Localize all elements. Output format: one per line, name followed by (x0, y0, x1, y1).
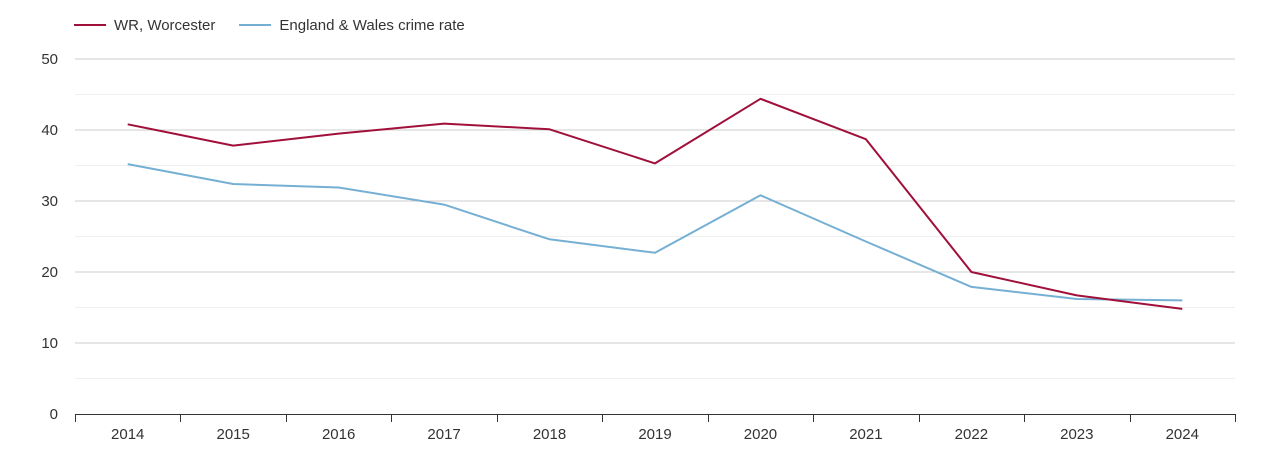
x-tick-label: 2023 (1060, 426, 1093, 443)
chart-legend: WR, Worcester England & Wales crime rate (74, 14, 465, 36)
series-lines (127, 97, 1183, 310)
x-tick-label: 2024 (1166, 426, 1199, 443)
y-tick-label: 40 (41, 122, 58, 139)
x-tick-label: 2016 (322, 426, 355, 443)
series-line-england-wales[interactable] (127, 163, 1183, 302)
y-tick-label: 30 (41, 193, 58, 210)
legend-swatch-england-wales (239, 24, 272, 26)
x-tick-label: 2015 (216, 426, 249, 443)
legend-swatch-worcester (74, 24, 106, 26)
x-tick-label: 2019 (638, 426, 671, 443)
legend-item-england-wales[interactable]: England & Wales crime rate (239, 16, 465, 34)
series-line-worcester[interactable] (127, 97, 1183, 310)
grid-lines (75, 58, 1235, 379)
x-tick-label: 2018 (533, 426, 566, 443)
y-tick-label: 20 (41, 264, 58, 281)
x-tick-label: 2022 (955, 426, 988, 443)
x-tick-label: 2017 (427, 426, 460, 443)
y-tick-label: 50 (41, 51, 58, 68)
x-tick-label: 2014 (111, 426, 144, 443)
legend-item-worcester[interactable]: WR, Worcester (74, 17, 215, 34)
legend-label-worcester: WR, Worcester (114, 16, 216, 34)
y-tick-label: 10 (41, 335, 58, 352)
legend-label-england-wales: England & Wales crime rate (279, 16, 465, 34)
x-tick-label: 2021 (849, 426, 882, 443)
y-tick-label: 0 (50, 406, 58, 423)
x-tick-label: 2020 (744, 426, 777, 443)
axes: 0 10 20 30 40 50 2014 2015 2016 2017 2018 2019 2020 2… (41, 51, 1236, 443)
